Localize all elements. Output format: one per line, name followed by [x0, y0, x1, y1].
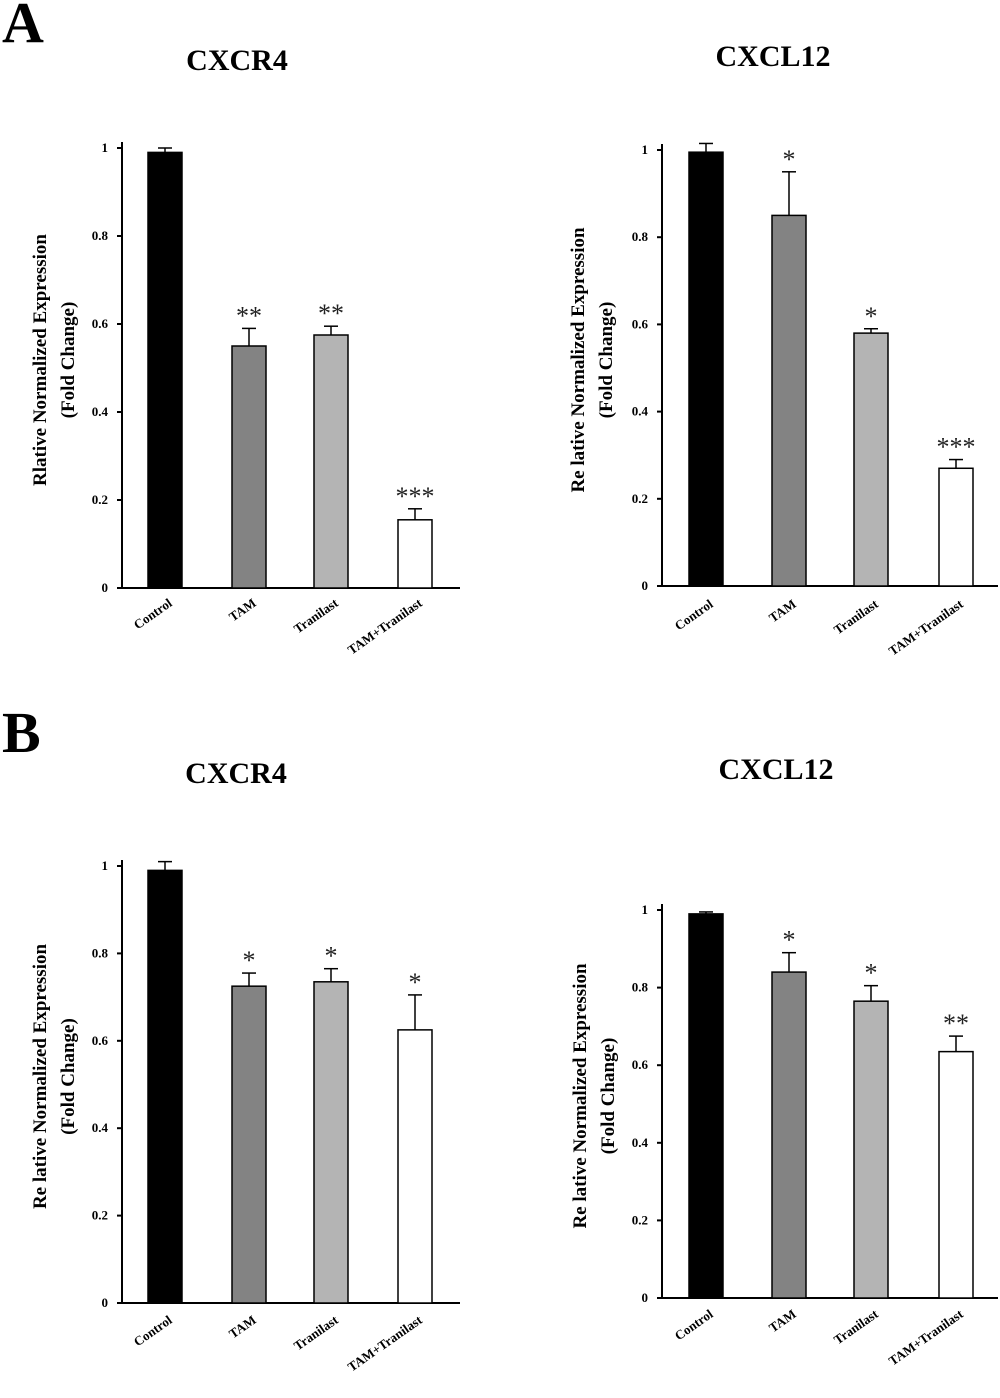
significance-marker: ***	[937, 433, 976, 462]
bar-tam	[231, 345, 267, 589]
bar-tam-tranilast	[397, 1029, 433, 1304]
x-category-label: Control	[131, 1312, 175, 1349]
y-tick-label: 0.4	[92, 1120, 109, 1135]
x-category-label: TAM+Tranilast	[886, 1306, 966, 1369]
y-tick-label: 1	[642, 902, 649, 917]
significance-marker: **	[318, 299, 344, 328]
chart-3: CXCR4 Re lative Normalized Expression (Fol…	[30, 757, 460, 1374]
bar-tranilast	[313, 981, 349, 1304]
significance-marker: ***	[396, 482, 435, 511]
y-tick-label: 0.6	[632, 316, 649, 331]
y-tick-label: 0.2	[632, 491, 648, 506]
significance-marker: *	[865, 302, 878, 331]
bar-control	[147, 151, 183, 589]
y-tick-label: 0.2	[92, 492, 108, 507]
x-category-label: TAM	[766, 596, 799, 625]
y-tick-label: 0	[102, 580, 109, 595]
bar-tam-tranilast	[938, 467, 974, 587]
chart-title: CXCR4	[186, 44, 288, 77]
y-tick-label: 0.4	[632, 404, 649, 419]
y-tick-label: 1	[102, 858, 109, 873]
chart-title: CXCL12	[718, 753, 833, 786]
y-axis-label-line1: Re lative Normalized Expression	[568, 227, 589, 493]
chart-4: CXCL12 Re lative Normalized Expression (Fo…	[570, 753, 998, 1368]
panel-letter-b: B	[2, 700, 41, 765]
x-category-label: TAM+Tranilast	[345, 595, 425, 658]
x-category-label: TAM+Tranilast	[886, 596, 966, 659]
y-tick-label: 0	[642, 578, 649, 593]
chart-title: CXCR4	[185, 757, 287, 790]
y-tick-label: 1	[102, 140, 109, 155]
y-tick-label: 0.8	[632, 229, 649, 244]
significance-marker: *	[783, 926, 796, 955]
y-axis-label-line1: Re lative Normalized Expression	[30, 944, 51, 1210]
y-axis-label-line2: (Fold Change)	[58, 1018, 79, 1135]
bar-control	[147, 869, 183, 1304]
y-axis-label-line1: Re lative Normalized Expression	[570, 963, 591, 1229]
significance-marker: *	[409, 968, 422, 997]
y-tick-label: 0.6	[92, 316, 109, 331]
y-tick-label: 0.6	[632, 1057, 649, 1072]
y-axis-label-line2: (Fold Change)	[598, 1038, 619, 1155]
bar-tam	[771, 214, 807, 587]
y-tick-label: 0.8	[632, 980, 649, 995]
bar-tranilast	[853, 1000, 889, 1299]
chart-2: CXCL12 Re lative Normalized Expression (Fo…	[568, 40, 998, 658]
y-tick-label: 0.4	[92, 404, 109, 419]
x-category-label: Tranilast	[291, 1312, 341, 1354]
y-axis-label-line1: Rlative Normalized Expression	[30, 234, 51, 486]
panel-letter-a: A	[2, 0, 44, 55]
significance-marker: *	[783, 145, 796, 174]
x-category-label: Tranilast	[291, 595, 341, 637]
y-tick-label: 0.4	[632, 1135, 649, 1150]
chart-title: CXCL12	[715, 40, 830, 73]
significance-marker: **	[943, 1009, 969, 1038]
bar-tam-tranilast	[397, 519, 433, 589]
x-category-label: Control	[131, 595, 175, 632]
y-tick-label: 0.2	[92, 1208, 108, 1223]
significance-marker: *	[865, 959, 878, 988]
bar-tam	[231, 985, 267, 1304]
significance-marker: **	[236, 301, 262, 330]
bar-control	[688, 151, 724, 587]
bar-tranilast	[313, 334, 349, 589]
y-axis-label-line2: (Fold Change)	[58, 302, 79, 419]
y-tick-label: 1	[642, 142, 649, 157]
x-category-label: TAM	[766, 1306, 799, 1335]
x-category-label: TAM	[226, 595, 259, 624]
x-category-label: Control	[672, 1306, 716, 1343]
y-tick-label: 0.8	[92, 228, 109, 243]
y-tick-label: 0.2	[632, 1212, 648, 1227]
y-tick-label: 0.8	[92, 945, 109, 960]
y-axis-label-line2: (Fold Change)	[596, 302, 617, 419]
x-category-label: Control	[672, 596, 716, 633]
x-category-label: TAM	[226, 1312, 259, 1341]
x-category-label: Tranilast	[831, 1306, 881, 1348]
chart-1: CXCR4 Rlative Normalized Expression (Fold …	[30, 44, 460, 657]
x-category-label: Tranilast	[831, 596, 881, 638]
significance-marker: *	[325, 942, 338, 971]
bar-tranilast	[853, 332, 889, 587]
bar-tam-tranilast	[938, 1050, 974, 1299]
y-tick-label: 0	[102, 1295, 109, 1310]
y-tick-label: 0.6	[92, 1033, 109, 1048]
bar-control	[688, 913, 724, 1299]
charts-group: CXCR4 Rlative Normalized Expression (Fold …	[30, 40, 998, 1374]
x-category-label: TAM+Tranilast	[345, 1312, 425, 1375]
bar-tam	[771, 971, 807, 1299]
significance-marker: *	[243, 946, 256, 975]
y-tick-label: 0	[642, 1290, 649, 1305]
